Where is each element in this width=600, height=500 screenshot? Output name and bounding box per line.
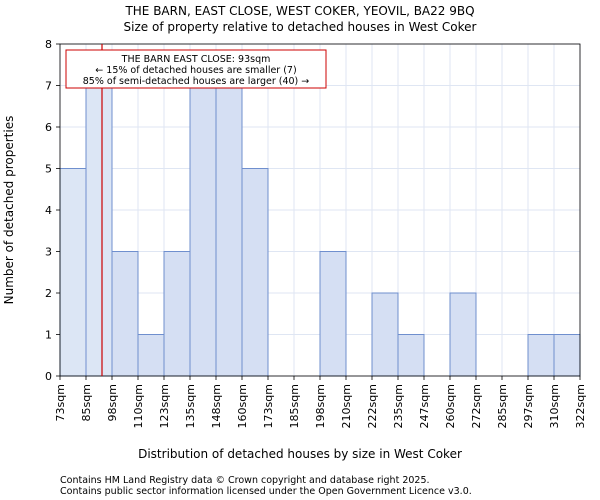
bar-310sqm [553, 334, 581, 377]
bar-297sqm [527, 334, 555, 377]
footer-line-2: Contains public sector information licen… [60, 486, 472, 497]
y-tick-label: 6 [45, 121, 52, 134]
y-tick-label: 7 [45, 80, 52, 93]
y-tick-label: 1 [45, 329, 52, 342]
bar-98sqm [111, 251, 139, 377]
x-tick-label: 285sqm [496, 384, 509, 428]
chart-title: THE BARN, EAST CLOSE, WEST COKER, YEOVIL… [124, 4, 474, 18]
bar-110sqm [137, 334, 165, 377]
bar-222sqm [371, 292, 399, 377]
bar-135sqm [189, 85, 217, 377]
x-tick-label: 98sqm [106, 384, 119, 421]
annotation-line-2: ← 15% of detached houses are smaller (7) [95, 65, 296, 76]
chart-subtitle: Size of property relative to detached ho… [124, 20, 477, 34]
bar-148sqm [215, 85, 243, 377]
bar-198sqm [319, 251, 347, 377]
bar-85sqm [85, 85, 113, 377]
x-tick-label: 247sqm [418, 384, 431, 428]
x-tick-label: 272sqm [470, 384, 483, 428]
y-tick-label: 2 [45, 287, 52, 300]
bar-235sqm [397, 334, 425, 377]
bar-73sqm [59, 168, 87, 377]
annotation-box: THE BARN EAST CLOSE: 93sqm ← 15% of deta… [65, 49, 327, 89]
x-tick-label: 110sqm [132, 384, 145, 428]
y-axis-ticks: 0 1 2 3 4 5 6 7 8 [45, 38, 60, 383]
x-tick-label: 160sqm [236, 384, 249, 428]
x-tick-label: 260sqm [444, 384, 457, 428]
x-tick-label: 322sqm [574, 384, 587, 428]
annotation-line-3: 85% of semi-detached houses are larger (… [83, 76, 310, 87]
annotation-line-1: THE BARN EAST CLOSE: 93sqm [121, 54, 271, 65]
x-axis-ticks: 73sqm 85sqm 98sqm 110sqm 123sqm 135sqm 148sqm 1… [54, 376, 587, 428]
y-tick-label: 3 [45, 246, 52, 259]
x-tick-label: 297sqm [522, 384, 535, 428]
x-axis-label: Distribution of detached houses by size … [138, 447, 462, 461]
x-tick-label: 198sqm [314, 384, 327, 428]
y-tick-label: 5 [45, 163, 52, 176]
x-tick-label: 210sqm [340, 384, 353, 428]
plot-frame [59, 43, 581, 377]
bar-260sqm [449, 292, 477, 377]
x-tick-label: 173sqm [262, 384, 275, 428]
y-tick-label: 8 [45, 38, 52, 51]
x-tick-label: 85sqm [80, 384, 93, 421]
y-tick-label: 0 [45, 370, 52, 383]
x-tick-label: 310sqm [548, 384, 561, 428]
x-tick-label: 222sqm [366, 384, 379, 428]
footer-line-1: Contains HM Land Registry data © Crown c… [60, 475, 430, 486]
bar-123sqm [163, 251, 191, 377]
x-tick-label: 148sqm [210, 384, 223, 428]
x-tick-label: 135sqm [184, 384, 197, 428]
bar-160sqm [241, 168, 269, 377]
x-tick-label: 123sqm [158, 384, 171, 428]
x-tick-label: 185sqm [288, 384, 301, 428]
y-tick-label: 4 [45, 204, 52, 217]
y-axis-label: Number of detached properties [2, 116, 16, 305]
x-tick-label: 73sqm [54, 384, 67, 421]
x-tick-label: 235sqm [392, 384, 405, 428]
